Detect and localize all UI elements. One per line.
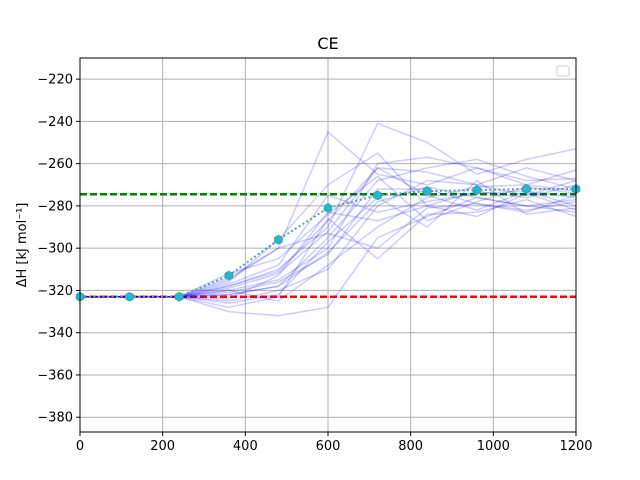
mean-point xyxy=(522,184,531,194)
mean-point xyxy=(323,203,333,213)
y-tick-label: −280 xyxy=(37,199,73,214)
chart-title: CE xyxy=(317,34,338,53)
y-tick-label: −340 xyxy=(37,326,73,341)
mean-point xyxy=(373,190,382,201)
x-tick-label: 400 xyxy=(233,439,258,454)
mean-point xyxy=(422,186,432,197)
mean-point xyxy=(472,185,482,196)
x-tick-label: 0 xyxy=(76,439,84,454)
x-tick-label: 1000 xyxy=(477,439,510,454)
y-axis-ticks: −380 −360 −340 −320 −300 −280 −260 −240 −220 xyxy=(37,73,80,426)
mean-point xyxy=(224,270,234,281)
y-tick-label: −260 xyxy=(37,157,73,172)
legend-box xyxy=(556,65,570,77)
x-tick-label: 600 xyxy=(316,439,341,454)
y-tick-label: −220 xyxy=(37,73,73,88)
y-tick-label: −320 xyxy=(37,284,73,299)
mean-point xyxy=(125,291,134,302)
y-tick-label: −240 xyxy=(37,115,73,130)
grid xyxy=(79,58,577,432)
mean-series xyxy=(75,184,581,302)
y-tick-label: −300 xyxy=(37,242,73,257)
x-axis-ticks: 0 200 400 600 800 1000 1200 xyxy=(76,432,593,454)
mean-line xyxy=(80,188,576,298)
mean-point xyxy=(174,291,184,302)
x-tick-label: 1200 xyxy=(559,439,592,454)
x-tick-label: 200 xyxy=(150,439,175,454)
x-tick-label: 800 xyxy=(398,439,423,454)
mean-point xyxy=(274,234,283,245)
y-tick-label: −380 xyxy=(37,411,73,426)
y-axis-label: ΔH [kJ mol⁻¹] xyxy=(15,203,30,288)
y-tick-label: −360 xyxy=(37,368,73,383)
